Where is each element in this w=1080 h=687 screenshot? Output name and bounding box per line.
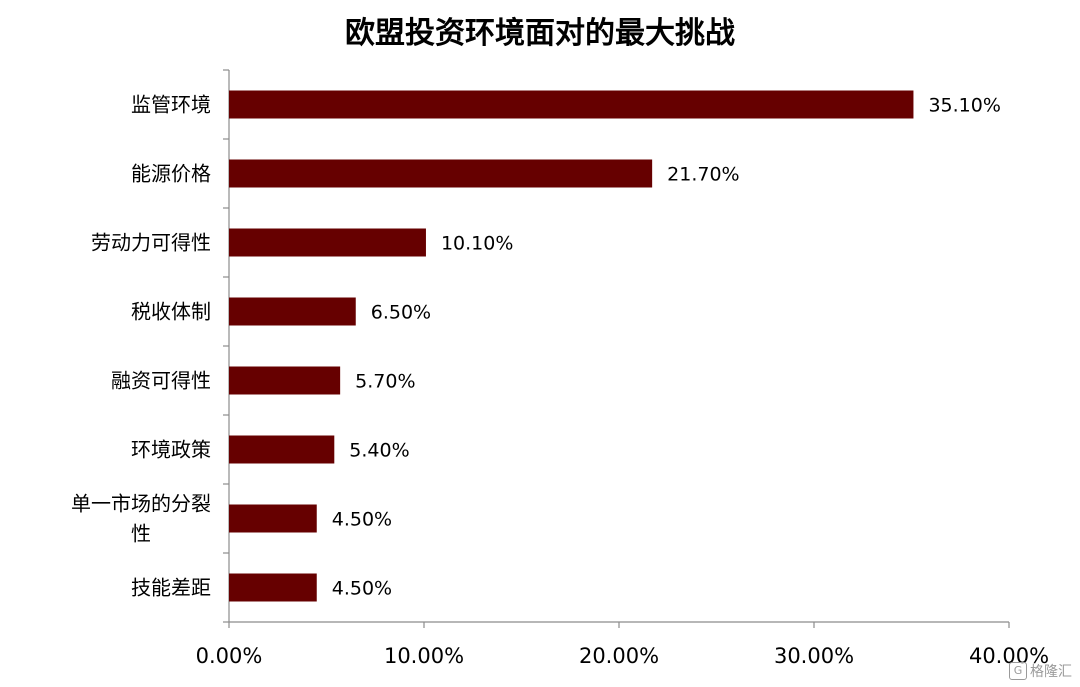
bar-value-label: 5.70%	[355, 371, 415, 393]
category-label: 监管环境	[131, 93, 211, 117]
bar	[229, 366, 341, 395]
labels: 0.00% 10.00% 20.00% 30.00% 40.00%35.10%监管环境2…	[71, 93, 1049, 669]
bar-value-label: 10.10%	[441, 233, 513, 255]
bars	[229, 90, 914, 602]
chart-title: 欧盟投资环境面对的最大挑战	[345, 16, 735, 51]
x-tick-label: 0.00%	[196, 644, 263, 668]
category-label: 税收体制	[131, 300, 211, 324]
category-label: 单一市场的分裂性	[71, 492, 211, 546]
category-label: 环境政策	[131, 438, 211, 462]
category-label: 能源价格	[131, 162, 211, 186]
bar-value-label: 35.10%	[928, 95, 1000, 117]
x-tick-label: 10.00%	[384, 644, 464, 668]
bar	[229, 504, 317, 533]
bar-value-label: 5.40%	[349, 440, 409, 462]
bar-value-label: 4.50%	[332, 578, 392, 600]
bar-value-label: 4.50%	[332, 509, 392, 531]
watermark-text: 格隆汇	[1030, 664, 1072, 680]
category-label: 技能差距	[131, 576, 211, 600]
x-tick-label: 30.00%	[774, 644, 854, 668]
bar-value-label: 6.50%	[371, 302, 431, 324]
watermark-logo-icon: G	[1009, 662, 1027, 680]
watermark: G 格隆汇	[1009, 661, 1072, 681]
axes	[223, 69, 1010, 628]
bar	[229, 297, 356, 326]
category-label: 劳动力可得性	[91, 231, 211, 255]
bar	[229, 90, 914, 119]
bar	[229, 228, 426, 257]
bar-value-label: 21.70%	[667, 164, 739, 186]
bar	[229, 159, 653, 188]
bar	[229, 573, 317, 602]
category-label: 融资可得性	[111, 369, 211, 393]
x-tick-label: 20.00%	[579, 644, 659, 668]
bar	[229, 435, 335, 464]
